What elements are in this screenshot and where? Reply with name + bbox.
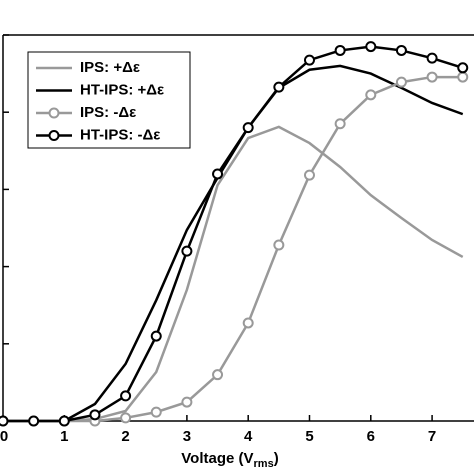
legend-label: HT-IPS: -Δε bbox=[80, 126, 160, 143]
data-point bbox=[58, 415, 70, 427]
data-point bbox=[395, 44, 407, 56]
data-point bbox=[212, 369, 224, 381]
data-point bbox=[181, 245, 193, 257]
x-label-part: ) bbox=[274, 450, 279, 467]
legend-marker bbox=[48, 107, 60, 119]
data-point bbox=[457, 71, 469, 83]
x-tick-label: 7 bbox=[428, 428, 436, 445]
series-line bbox=[3, 125, 464, 423]
x-tick-label: 3 bbox=[183, 428, 191, 445]
legend-label: IPS: -Δε bbox=[80, 104, 136, 121]
legend-label: HT-IPS: +Δε bbox=[80, 81, 164, 98]
x-tick-label: 2 bbox=[121, 428, 129, 445]
data-point bbox=[303, 169, 315, 181]
x-axis-label: Voltage (Vrms) bbox=[181, 450, 278, 470]
data-point bbox=[426, 52, 438, 64]
x-tick-label: 4 bbox=[244, 428, 253, 445]
x-tick-label: 1 bbox=[60, 428, 68, 445]
data-point bbox=[395, 76, 407, 88]
data-point bbox=[0, 415, 9, 427]
x-tick-label: 0 bbox=[0, 428, 8, 445]
x-label-part: Voltage (V bbox=[181, 450, 253, 467]
legend-label: IPS: +Δε bbox=[80, 59, 140, 76]
data-point bbox=[273, 239, 285, 251]
data-point bbox=[242, 122, 254, 134]
data-point bbox=[242, 317, 254, 329]
data-point bbox=[150, 406, 162, 418]
data-point bbox=[150, 330, 162, 342]
data-point bbox=[273, 81, 285, 93]
data-point bbox=[120, 390, 132, 402]
data-point bbox=[365, 41, 377, 53]
data-point bbox=[334, 118, 346, 130]
data-point bbox=[426, 71, 438, 83]
series-line bbox=[3, 75, 463, 423]
x-tick-label: 6 bbox=[367, 428, 375, 445]
data-point bbox=[303, 54, 315, 66]
data-point bbox=[89, 409, 101, 421]
x-label-sub: rms bbox=[254, 458, 274, 470]
x-tick-label: 5 bbox=[305, 428, 313, 445]
data-point bbox=[212, 168, 224, 180]
series-line bbox=[3, 45, 464, 423]
data-point bbox=[28, 415, 40, 427]
legend-marker bbox=[48, 130, 60, 141]
data-point bbox=[365, 89, 377, 101]
data-point bbox=[181, 396, 193, 408]
data-point bbox=[457, 62, 469, 74]
data-point bbox=[120, 412, 132, 424]
data-point bbox=[334, 44, 346, 56]
